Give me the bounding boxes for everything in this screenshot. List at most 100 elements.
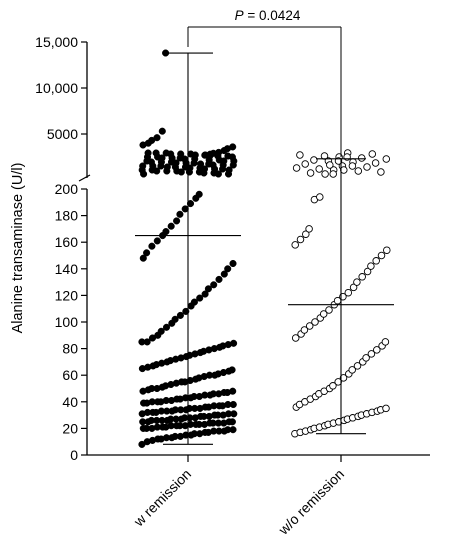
data-point [372, 257, 380, 265]
data-point [229, 161, 237, 169]
data-point [302, 230, 310, 238]
y-tick-label: 160 [55, 234, 79, 250]
y-tick-label: 20 [62, 420, 78, 436]
data-point [228, 366, 236, 374]
data-point [162, 323, 171, 331]
data-point [229, 426, 237, 434]
data-point [167, 158, 176, 166]
p-italic: P [235, 8, 244, 23]
data-point [224, 265, 232, 273]
axes [78, 41, 430, 462]
y-tick-label: 120 [55, 287, 79, 303]
data-point [321, 170, 329, 178]
data-point [319, 310, 328, 318]
data-point [306, 169, 315, 177]
data-point [162, 228, 170, 236]
data-point [210, 281, 218, 289]
data-points [138, 49, 391, 448]
data-point [353, 362, 362, 370]
data-point [230, 410, 238, 418]
data-point [190, 159, 198, 167]
y-tick-label: 5000 [47, 126, 78, 142]
data-point [229, 143, 237, 151]
data-point [305, 322, 314, 330]
data-point [190, 298, 198, 306]
data-point [173, 217, 181, 225]
y-tick-label: 200 [55, 181, 79, 197]
data-point [157, 162, 165, 170]
data-point [140, 170, 148, 178]
data-point [354, 167, 363, 175]
data-point [229, 259, 237, 268]
data-point [163, 167, 171, 175]
data-point [381, 338, 390, 346]
data-point [230, 339, 238, 347]
data-point [219, 165, 227, 173]
data-point [291, 334, 300, 342]
data-point [305, 225, 313, 233]
y-tick-label: 40 [62, 394, 78, 410]
x-tick-label: w/o remission [275, 466, 348, 539]
data-point [224, 170, 233, 178]
data-point [367, 262, 375, 270]
data-point [292, 164, 301, 172]
data-point [201, 290, 209, 298]
data-point [153, 237, 161, 245]
data-point [344, 288, 353, 297]
data-point [195, 190, 203, 198]
data-point [153, 134, 161, 142]
data-point [311, 318, 319, 326]
data-point [176, 311, 184, 319]
data-point [363, 267, 372, 276]
data-point [371, 159, 380, 167]
data-point [348, 366, 356, 374]
data-point [229, 400, 237, 409]
y-tick-label: 180 [55, 208, 79, 224]
data-point [143, 338, 151, 346]
data-point [154, 153, 162, 161]
data-point [204, 285, 212, 293]
data-point [181, 163, 190, 171]
data-point [353, 278, 361, 286]
data-point [315, 165, 323, 173]
data-point [362, 354, 370, 362]
data-point [326, 161, 334, 169]
data-point [224, 152, 232, 160]
y-tick-label: 15,000 [35, 34, 78, 50]
x-tick-label: w remission [130, 466, 194, 530]
data-point [339, 374, 348, 382]
data-point [310, 156, 318, 164]
data-point [316, 193, 324, 201]
data-point [325, 306, 333, 314]
y-tick-label: 100 [55, 314, 79, 330]
data-point [205, 160, 213, 168]
data-point [348, 162, 357, 170]
data-point [228, 418, 236, 426]
data-point [143, 157, 151, 165]
y-tick-label: 140 [55, 261, 79, 277]
data-point [148, 166, 156, 174]
data-point [215, 156, 223, 164]
data-point [368, 150, 377, 158]
data-point [171, 315, 179, 323]
data-point [358, 273, 366, 281]
data-point [139, 254, 147, 262]
y-tick-label: 60 [62, 367, 78, 383]
data-point [162, 149, 170, 157]
data-point [229, 387, 237, 395]
data-point [383, 246, 391, 254]
data-point [367, 350, 376, 358]
y-tick-label: 0 [70, 447, 78, 463]
data-point [349, 283, 358, 292]
data-point [215, 275, 223, 283]
y-tick-label: 10,000 [35, 80, 78, 96]
data-point [382, 155, 391, 163]
data-point [176, 154, 184, 162]
data-point [157, 327, 165, 335]
data-point [167, 222, 175, 230]
data-point [377, 168, 385, 176]
data-point [300, 326, 309, 334]
data-point [210, 169, 218, 177]
data-point [195, 168, 203, 176]
summary-bars [135, 26, 394, 445]
